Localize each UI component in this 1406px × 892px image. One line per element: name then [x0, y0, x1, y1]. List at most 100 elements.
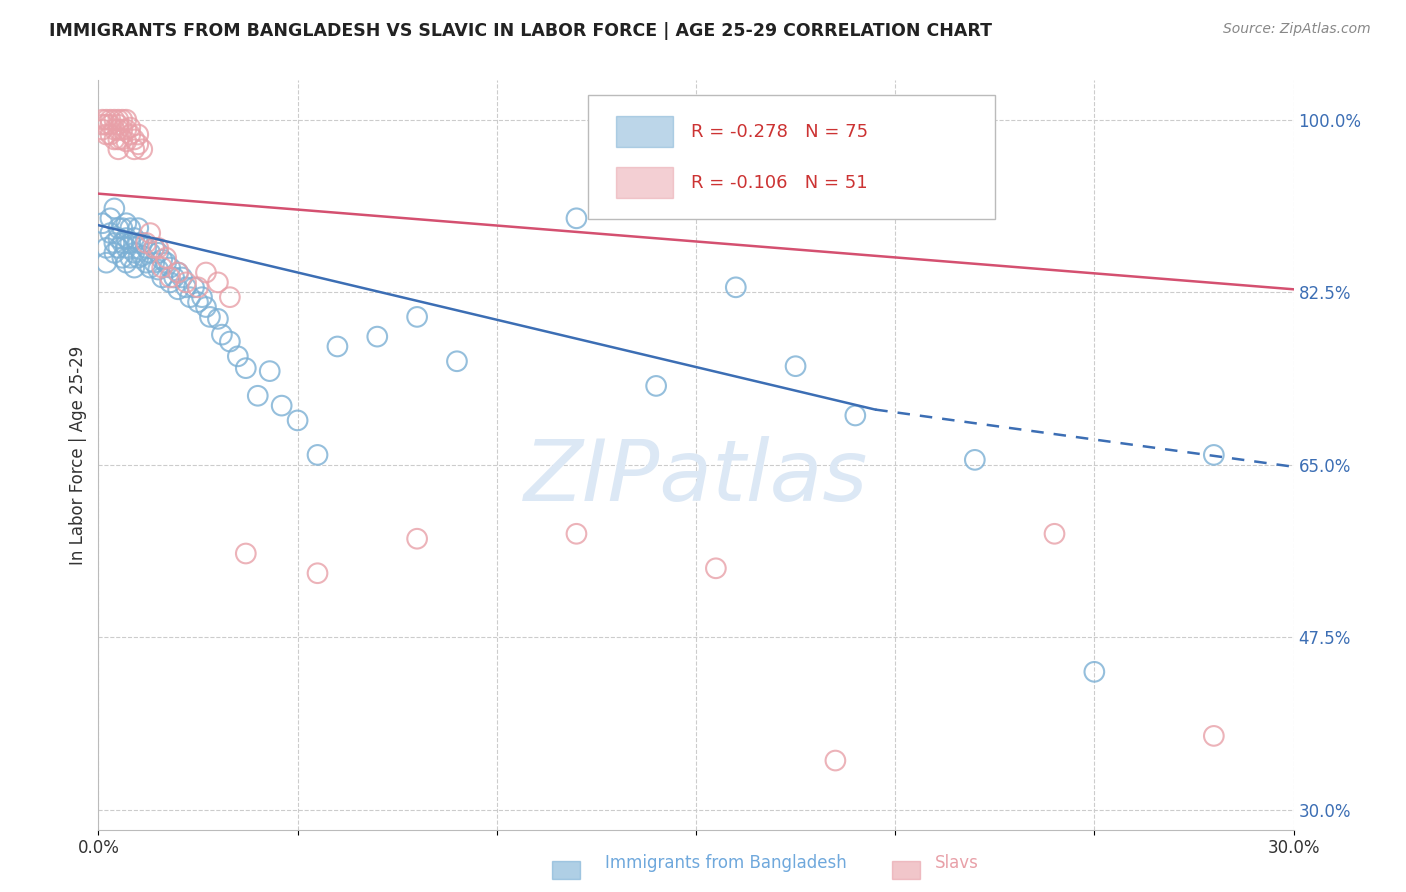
Point — [107, 142, 129, 156]
Point — [235, 547, 257, 561]
Point — [120, 128, 142, 142]
Point — [195, 266, 218, 280]
Point — [565, 526, 588, 541]
Point — [131, 235, 153, 250]
Point — [115, 112, 138, 127]
Point — [111, 235, 134, 250]
Point — [143, 241, 166, 255]
Point — [259, 364, 281, 378]
Point — [124, 142, 146, 156]
Point — [565, 211, 588, 226]
Point — [111, 122, 134, 136]
Point — [98, 226, 122, 240]
Point — [150, 270, 173, 285]
Point — [172, 270, 194, 285]
Point — [115, 255, 138, 269]
Point — [174, 280, 197, 294]
Bar — [893, 862, 921, 880]
Point — [135, 235, 157, 250]
Point — [139, 226, 162, 240]
Point — [406, 532, 429, 546]
Point — [120, 221, 142, 235]
Text: Immigrants from Bangladesh: Immigrants from Bangladesh — [605, 855, 846, 872]
Point — [645, 379, 668, 393]
Text: Slavs: Slavs — [935, 855, 979, 872]
Point — [91, 118, 114, 132]
Point — [107, 118, 129, 132]
Point — [111, 132, 134, 146]
Point — [143, 241, 166, 255]
Bar — [616, 167, 673, 198]
Point — [167, 266, 190, 280]
Point — [115, 122, 138, 136]
Point — [107, 231, 129, 245]
Point — [111, 221, 134, 235]
Point — [96, 128, 118, 142]
Point — [96, 112, 118, 127]
Point — [103, 202, 125, 216]
Point — [219, 334, 242, 349]
Point — [219, 290, 242, 304]
Point — [111, 251, 134, 265]
Point — [120, 235, 142, 250]
Point — [107, 132, 129, 146]
Point — [127, 235, 149, 250]
Point — [704, 561, 727, 575]
Bar — [551, 862, 581, 880]
Point — [211, 327, 233, 342]
Point — [187, 280, 209, 294]
Point — [307, 448, 329, 462]
Point — [326, 339, 349, 353]
Point — [127, 137, 149, 152]
Point — [120, 120, 142, 135]
Point — [366, 329, 388, 343]
Point — [124, 231, 146, 245]
Point — [226, 349, 249, 363]
Point — [107, 122, 129, 136]
Point — [1202, 448, 1225, 462]
Point — [103, 235, 125, 250]
Point — [187, 295, 209, 310]
Point — [124, 260, 146, 275]
Point — [174, 276, 197, 290]
Point — [96, 118, 118, 132]
Point — [270, 399, 292, 413]
Point — [183, 280, 205, 294]
Point — [307, 566, 329, 581]
Point — [406, 310, 429, 324]
Point — [1043, 526, 1066, 541]
Y-axis label: In Labor Force | Age 25-29: In Labor Force | Age 25-29 — [69, 345, 87, 565]
Point — [115, 231, 138, 245]
Point — [159, 260, 181, 275]
Point — [115, 241, 138, 255]
Point — [91, 112, 114, 127]
Point — [103, 245, 125, 260]
Point — [143, 255, 166, 269]
Point — [131, 249, 153, 263]
Point — [91, 216, 114, 230]
Point — [124, 245, 146, 260]
FancyBboxPatch shape — [589, 95, 995, 219]
Point — [159, 270, 181, 285]
Point — [195, 300, 218, 314]
Point — [111, 112, 134, 127]
Point — [235, 361, 257, 376]
Point — [103, 132, 125, 146]
Point — [785, 359, 807, 374]
Point — [844, 409, 866, 423]
Point — [1083, 665, 1105, 679]
Point — [98, 118, 122, 132]
Point — [115, 135, 138, 149]
Text: ZIPatlas: ZIPatlas — [524, 436, 868, 519]
Point — [96, 255, 118, 269]
Point — [155, 255, 177, 269]
Point — [98, 128, 122, 142]
Point — [98, 211, 122, 226]
Point — [159, 276, 181, 290]
Point — [107, 112, 129, 127]
Point — [127, 128, 149, 142]
Point — [1202, 729, 1225, 743]
Point — [446, 354, 468, 368]
Point — [207, 311, 229, 326]
Point — [163, 270, 186, 285]
